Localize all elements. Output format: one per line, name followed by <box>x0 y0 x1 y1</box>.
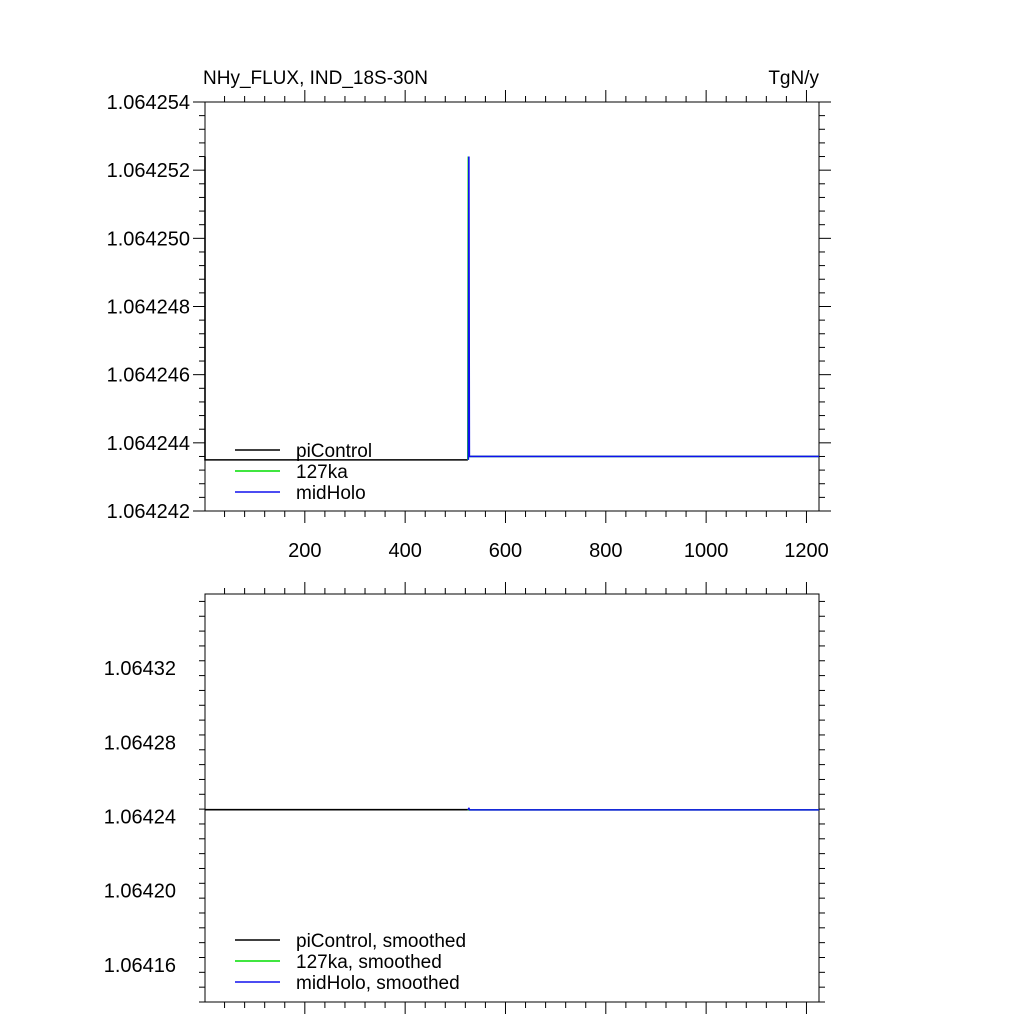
series-line-1 <box>467 156 819 460</box>
series-line-0 <box>204 156 468 461</box>
x-tick-label: 800 <box>589 540 622 562</box>
series-line-2 <box>467 807 819 811</box>
y-tick-label: 1.064244 <box>107 433 190 455</box>
x-tick-label: 600 <box>489 540 522 562</box>
legend-label-0: piControl <box>296 441 372 462</box>
legend-label-2: midHolo, smoothed <box>296 973 460 994</box>
legend-label-1: 127ka <box>296 462 348 483</box>
y-tick-label: 1.064242 <box>107 501 190 523</box>
y-tick-label: 1.064250 <box>107 228 190 250</box>
y-tick-label: 1.064246 <box>107 365 190 387</box>
legend-label-0: piControl, smoothed <box>296 931 466 952</box>
chart-title: NHy_FLUX, IND_18S-30N <box>203 68 428 89</box>
top-panel: 200 400 600 800 1000 1200 1.064242 1.064244 1.06… <box>107 68 831 562</box>
x-tick-label: 400 <box>388 540 421 562</box>
y-tick-label: 1.06428 <box>104 732 176 754</box>
plot-frame <box>204 593 820 1003</box>
y-tick-label: 1.06432 <box>104 658 176 680</box>
y-tick-label: 1.06416 <box>104 955 176 977</box>
y-tick-label: 1.06424 <box>104 807 176 829</box>
legend-label-1: 127ka, smoothed <box>296 952 442 973</box>
legend-label-2: midHolo <box>296 483 366 504</box>
x-tick-label: 1000 <box>684 540 729 562</box>
bottom-panel: 1.06416 1.06420 1.06424 1.06428 1.06432 piCon… <box>104 582 825 1014</box>
y-tick-label: 1.064248 <box>107 297 190 319</box>
y-tick-label: 1.064254 <box>107 92 190 114</box>
y-tick-label: 1.06420 <box>104 881 176 903</box>
y-tick-label: 1.064252 <box>107 160 190 182</box>
x-tick-label: 1200 <box>784 540 829 562</box>
chart-units: TgN/y <box>768 68 819 89</box>
x-tick-label: 200 <box>288 540 321 562</box>
series-line-2 <box>467 156 819 460</box>
